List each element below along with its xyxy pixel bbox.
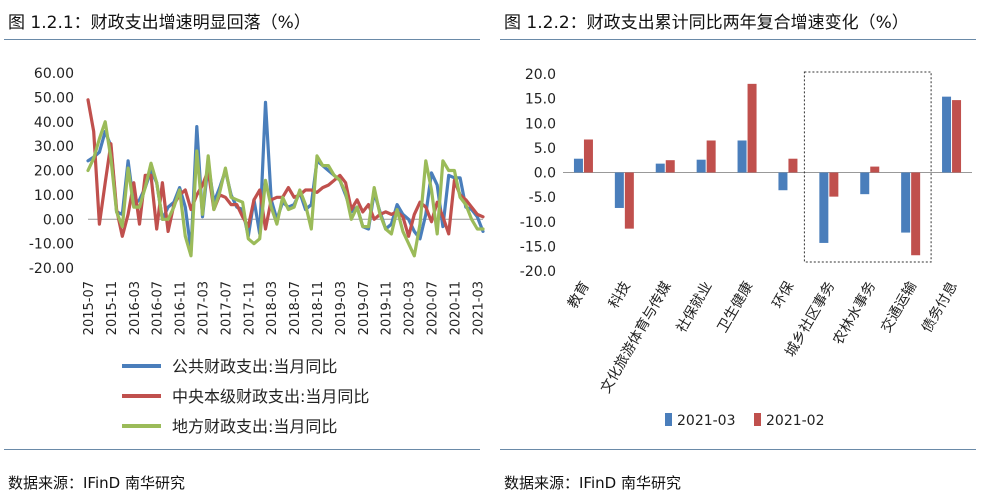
- bar-2021-03-文化旅游体育与传媒: [655, 163, 665, 173]
- category-label: 农林水事务: [830, 279, 879, 348]
- left-source-note: 数据来源：IFinD 南华研究: [8, 474, 185, 492]
- y-tick-label: 0.0: [534, 166, 556, 182]
- right-panel: 图 1.2.2：财政支出累计同比两年复合增速变化（%） 20.0 15.0 10.0…: [496, 0, 982, 502]
- y-tick-label: -20.0: [520, 264, 556, 280]
- x-tick-label: 2017-03: [196, 281, 211, 335]
- bar-2021-03-农林水事务: [860, 172, 870, 195]
- x-tick-label: 2015-07: [82, 281, 97, 335]
- x-tick-label: 2020-03: [403, 281, 418, 335]
- y-tick-label: -5.0: [529, 190, 556, 206]
- x-tick-label: 2016-11: [174, 281, 189, 335]
- bar-2021-03-环保: [778, 172, 788, 191]
- y-tick-label: 60.00: [34, 66, 74, 82]
- right-footer-divider: [500, 449, 976, 450]
- x-tick-label: 2019-07: [357, 281, 372, 335]
- y-tick-label: 15.0: [525, 92, 556, 108]
- legend-label: 2021-02: [766, 413, 825, 429]
- legend-label: 地方财政支出:当月同比: [172, 417, 337, 436]
- y-tick-label: -10.00: [29, 237, 74, 253]
- bar-2021-03-教育: [573, 158, 583, 173]
- bar-2021-02-卫生健康: [747, 83, 757, 173]
- legend-label: 中央本级财政支出:当月同比: [172, 387, 369, 406]
- bar-2021-03-债务付息: [942, 96, 952, 173]
- y-tick-label: 20.00: [34, 164, 74, 180]
- right-chart-title: 图 1.2.2：财政支出累计同比两年复合增速变化（%）: [504, 13, 909, 33]
- y-tick-label: 50.00: [34, 90, 74, 106]
- x-tick-label: 2020-07: [425, 281, 440, 335]
- bar-2021-02-环保: [788, 158, 798, 173]
- category-label: 社保就业: [674, 279, 716, 335]
- y-tick-label: 0.00: [43, 212, 74, 228]
- y-tick-label: 20.0: [525, 67, 556, 83]
- y-tick-label: 10.0: [525, 116, 556, 132]
- category-label: 科技: [606, 279, 634, 311]
- left-chart-title: 图 1.2.1：财政支出增速明显回落（%）: [8, 13, 311, 33]
- bar-2021-02-城乡社区事务: [829, 172, 839, 197]
- bar-2021-03-科技: [614, 172, 624, 208]
- y-tick-label: -10.0: [520, 215, 556, 231]
- bar-2021-02-交通运输: [911, 172, 921, 256]
- x-tick-label: 2017-11: [242, 281, 257, 335]
- x-tick-label: 2017-07: [219, 281, 234, 335]
- y-tick-label: -15.0: [520, 239, 556, 255]
- category-label: 交通运输: [877, 279, 920, 336]
- y-tick-label: 5.0: [534, 141, 556, 157]
- right-source-note: 数据来源：IFinD 南华研究: [504, 474, 681, 492]
- left-footer-divider: [4, 449, 480, 450]
- series-line-1: [86, 98, 485, 238]
- x-tick-label: 2016-03: [128, 281, 143, 335]
- bar-2021-03-交通运输: [901, 172, 911, 233]
- bar-2021-02-文化旅游体育与传媒: [665, 160, 675, 173]
- x-tick-label: 2018-07: [288, 281, 303, 335]
- x-tick-label: 2020-11: [448, 281, 463, 335]
- bar-2021-03-卫生健康: [737, 140, 747, 173]
- legend-swatch: [754, 413, 761, 426]
- bar-2021-02-教育: [583, 139, 593, 173]
- x-tick-label: 2018-11: [311, 281, 326, 335]
- bar-2021-02-科技: [624, 172, 634, 229]
- y-tick-label: 10.00: [34, 188, 74, 204]
- x-tick-label: 2018-03: [265, 281, 280, 335]
- x-tick-label: 2019-11: [380, 281, 395, 335]
- category-label: 债务付息: [918, 279, 961, 336]
- y-tick-label: -20.00: [29, 261, 74, 277]
- x-tick-label: 2019-03: [334, 281, 349, 335]
- left-title-divider: [4, 39, 480, 40]
- legend-label: 公共财政支出:当月同比: [172, 357, 337, 376]
- category-label: 卫生健康: [714, 279, 757, 336]
- bar-2021-03-社保就业: [696, 159, 706, 173]
- x-tick-label: 2015-11: [105, 281, 120, 335]
- left-panel: 图 1.2.1：财政支出增速明显回落（%） 60.00 50.00 40.00 30.…: [0, 0, 486, 502]
- x-tick-label: 2021-03: [471, 281, 486, 335]
- y-tick-label: 40.00: [34, 115, 74, 131]
- right-title-divider: [500, 39, 976, 40]
- bar-2021-02-社保就业: [706, 140, 716, 173]
- bar-2021-02-债务付息: [952, 100, 962, 173]
- bar-2021-02-农林水事务: [870, 166, 880, 173]
- bar-chart: 20.0 15.0 10.0 5.0 0.0 -5.0 -10.0 -15.0 -20.0 教育科…: [520, 67, 972, 429]
- line-chart: 60.00 50.00 40.00 30.00 20.00 10.00 0.00 -10.00…: [29, 66, 486, 436]
- category-label: 环保: [770, 279, 798, 311]
- category-label: 教育: [565, 279, 593, 311]
- bar-2021-03-城乡社区事务: [819, 172, 829, 243]
- y-tick-label: 30.00: [34, 139, 74, 155]
- legend-label: 2021-03: [677, 413, 736, 429]
- series-line-2: [86, 120, 485, 258]
- highlight-box: [803, 71, 932, 263]
- legend-swatch: [665, 413, 672, 426]
- x-tick-label: 2016-07: [151, 281, 166, 335]
